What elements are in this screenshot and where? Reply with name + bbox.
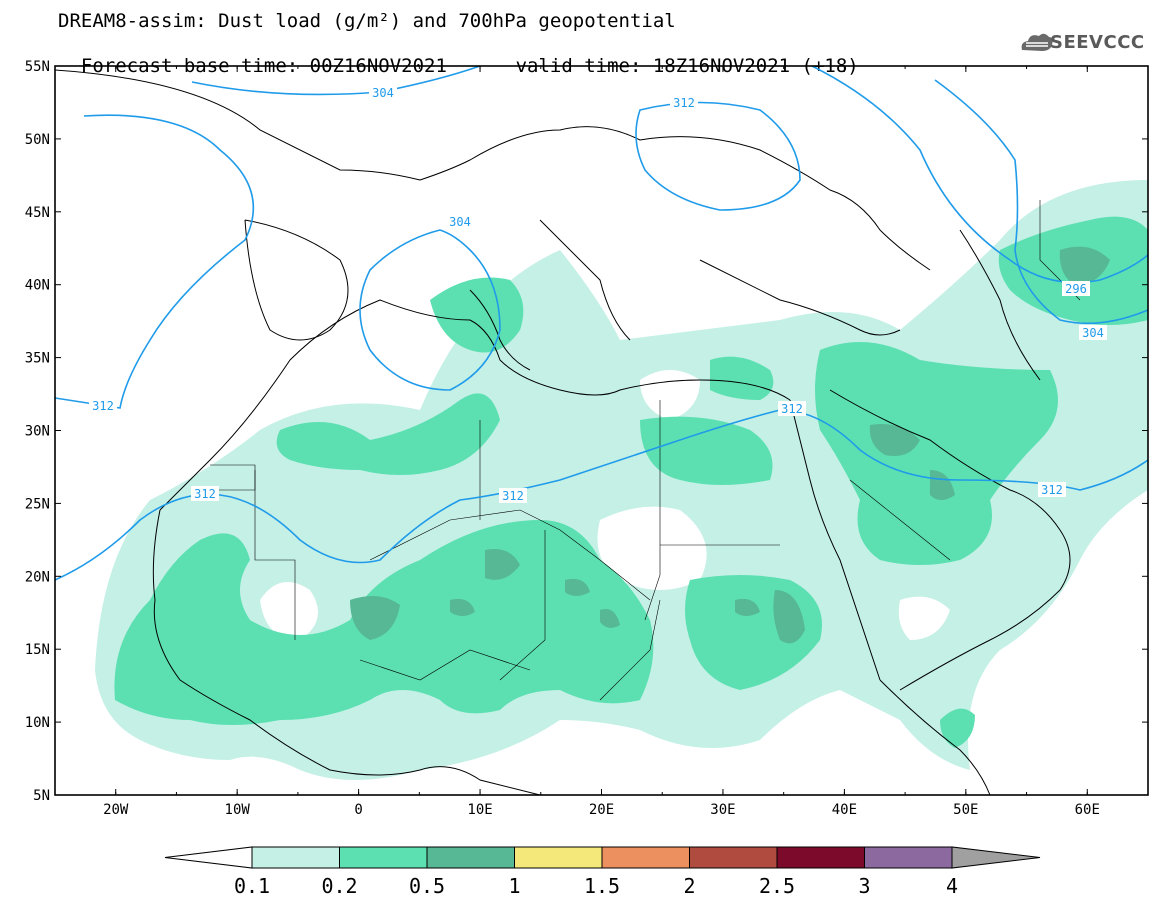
longitude-label: 0	[354, 802, 362, 818]
contour-label: 312	[92, 399, 114, 413]
contour-label: 312	[1041, 483, 1063, 497]
longitude-label: 30E	[710, 802, 735, 818]
contour-label: 312	[194, 487, 216, 501]
colorbar-label: 4	[946, 874, 958, 898]
latitude-label: 25N	[25, 496, 50, 512]
longitude-label: 40E	[832, 802, 857, 818]
contour-label: 304	[372, 86, 394, 100]
latitude-label: 50N	[25, 132, 50, 148]
coastlines	[55, 69, 1071, 795]
colorbar-box	[689, 846, 778, 869]
colorbar-label: 2.5	[759, 874, 795, 898]
contour-line	[635, 101, 801, 211]
contour-line	[55, 114, 255, 409]
dust-area-dark	[350, 246, 1110, 644]
contour-line	[191, 66, 481, 96]
contour-line	[55, 409, 1148, 581]
longitude-label: 10E	[467, 802, 492, 818]
latitude-label: 10N	[25, 715, 50, 731]
latitude-label: 20N	[25, 569, 50, 585]
colorbar-label: 0.5	[409, 874, 445, 898]
country-borders	[210, 200, 1081, 701]
colorbar-box	[339, 846, 428, 869]
contour-label: 296	[1065, 282, 1087, 296]
colorbar-box	[426, 846, 515, 869]
geopotential-contours	[55, 66, 1148, 581]
longitude-label: 20E	[589, 802, 614, 818]
latitude-label: 35N	[25, 351, 50, 367]
colorbar	[164, 846, 1041, 869]
colorbar-label: 2	[683, 874, 695, 898]
latitude-label: 5N	[33, 788, 50, 804]
colorbar-label: 3	[858, 874, 870, 898]
contour-label: 312	[781, 402, 803, 416]
latitude-label: 45N	[25, 205, 50, 221]
latitude-label: 15N	[25, 642, 50, 658]
colorbar-arrow-right	[951, 846, 1041, 869]
colorbar-labels: 0.1 0.2 0.5 1 1.5 2 2.5 3 4	[234, 874, 958, 898]
colorbar-label: 1	[508, 874, 520, 898]
longitude-labels: 20W 10W 0 10E 20E 30E 40E 50E 60E	[103, 802, 1100, 818]
colorbar-box	[251, 846, 340, 869]
longitude-label: 10W	[225, 802, 251, 818]
colorbar-label: 1.5	[584, 874, 620, 898]
contour-line	[934, 79, 1148, 325]
latitude-label: 55N	[25, 59, 50, 75]
contour-line	[359, 229, 501, 391]
colorbar-box	[776, 846, 865, 869]
colorbar-box	[864, 846, 953, 869]
colorbar-label: 0.2	[321, 874, 357, 898]
axis-ticks	[54, 65, 1149, 796]
longitude-label: 20W	[103, 802, 129, 818]
contour-line	[811, 66, 1148, 284]
contour-label: 312	[502, 489, 524, 503]
title-line-1: DREAM8-assim: Dust load (g/m²) and 700hP…	[58, 10, 676, 32]
colorbar-box	[601, 846, 690, 869]
cloud-icon	[1021, 33, 1053, 51]
dust-field	[95, 180, 1148, 780]
contour-label: 312	[673, 96, 695, 110]
logo-text: SEEVCCC	[1050, 32, 1145, 53]
longitude-label: 50E	[953, 802, 978, 818]
colorbar-arrow-left	[164, 846, 253, 869]
latitude-label: 30N	[25, 424, 50, 440]
contour-label: 304	[1082, 326, 1104, 340]
latitude-labels: 55N 50N 45N 40N 35N 30N 25N 20N 15N 10N 5N	[25, 59, 50, 804]
contour-labels: 304 312 304 312 312 312 312 312 296 304	[89, 85, 1107, 503]
colorbar-box	[514, 846, 603, 869]
contour-label: 304	[449, 215, 471, 229]
latitude-label: 40N	[25, 278, 50, 294]
longitude-label: 60E	[1075, 802, 1100, 818]
colorbar-label: 0.1	[234, 874, 270, 898]
